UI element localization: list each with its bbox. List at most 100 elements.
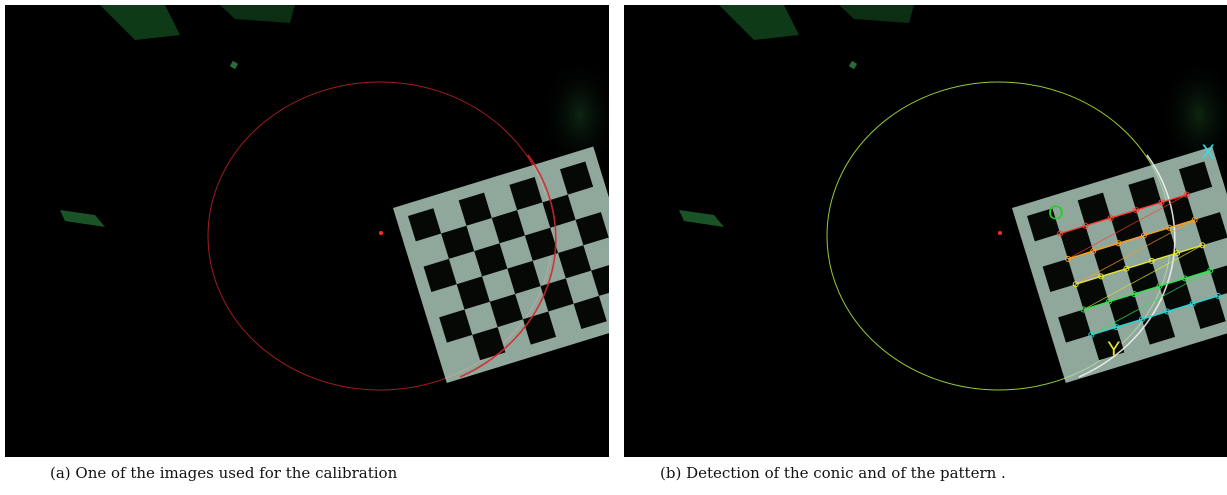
detected-corner [1107, 214, 1114, 221]
scene-right-glow [540, 55, 609, 175]
detected-corner [1090, 248, 1097, 255]
conic-center-point [379, 231, 383, 235]
checkerboard-square [1141, 311, 1176, 345]
checkerboard-square [575, 212, 609, 246]
scene-top-object-2 [839, 5, 914, 23]
checkerboard-square [408, 208, 442, 242]
conic-highlight [459, 154, 557, 378]
scene-top-object [719, 5, 799, 40]
detected-corner [1183, 191, 1190, 198]
checkerboard-square [472, 327, 506, 361]
checkerboard-square [458, 192, 492, 226]
checkerboard-square [423, 258, 457, 293]
detected-corner [1199, 242, 1206, 249]
detected-corner [1057, 230, 1064, 237]
detected-row-line [1067, 219, 1195, 260]
detected-corner [1082, 222, 1089, 229]
checkerboard-square [474, 243, 508, 277]
checkerboard-square [491, 210, 525, 244]
origin-label: O [1048, 203, 1064, 225]
detected-corner [1072, 281, 1079, 288]
detected-corner [1133, 207, 1140, 214]
detected-corner [1138, 316, 1145, 323]
detected-corner [1214, 292, 1221, 299]
checkerboard-square [522, 311, 557, 345]
image-panel-b: O X Y [624, 5, 1227, 457]
checkerboard-square [558, 245, 592, 279]
checkerboard-square [1143, 227, 1178, 261]
detected-corner [1088, 331, 1095, 338]
checkerboard-square [1093, 243, 1127, 277]
detected-corner [1140, 232, 1147, 239]
detected-corner [1080, 306, 1087, 313]
scene-left-object [60, 210, 105, 227]
checkerboard-square [1027, 208, 1061, 242]
detected-corner [1131, 290, 1138, 297]
detected-corner [1113, 324, 1120, 331]
y-axis-label: Y [1107, 338, 1120, 360]
caption-a: (a) One of the images used for the calib… [50, 464, 398, 482]
calibration-image-a [5, 5, 609, 457]
detected-corner [1191, 216, 1198, 223]
checkerboard-square [1060, 225, 1094, 259]
detected-row-link [1075, 219, 1195, 285]
scene-small-object [229, 60, 239, 70]
checkerboard-square [1108, 293, 1142, 328]
scene-small-object [848, 60, 858, 70]
detected-corner [1181, 275, 1188, 282]
detected-row-line [1083, 269, 1211, 311]
scene-top-object [100, 5, 180, 40]
checkerboard-square [1091, 327, 1125, 361]
detected-corner [1064, 255, 1071, 262]
checkerboard-square [456, 276, 490, 310]
checkerboard-square [1210, 265, 1227, 296]
checkerboard-square [507, 260, 541, 294]
conic-arc-over-board [1078, 154, 1176, 378]
detected-corner [1164, 308, 1171, 315]
scene-right-glow [1159, 55, 1227, 175]
checkerboard-square [573, 295, 607, 330]
image-panel-a [5, 5, 609, 457]
detected-row-link [1091, 270, 1211, 336]
checkerboard-square [1159, 278, 1193, 312]
checkerboard-square [1077, 192, 1111, 226]
detected-row-line [1059, 193, 1188, 235]
detected-corner [1148, 257, 1155, 264]
detected-corner [1123, 265, 1130, 272]
checkerboard-square [1075, 276, 1109, 310]
detection-image-b: O X Y [624, 5, 1227, 457]
checkerboard-square [1177, 245, 1211, 279]
checkerboard-square [1194, 212, 1227, 246]
scene-left-object [679, 210, 724, 227]
scene-top-object-2 [220, 5, 295, 23]
checkerboard-square [540, 278, 574, 312]
conic-arc-over-board [459, 154, 557, 378]
detected-row-link [1083, 244, 1203, 310]
checkerboard-square [560, 161, 594, 195]
detected-corner [1098, 273, 1105, 280]
conic-center-point [998, 231, 1002, 235]
checkerboard-square [591, 265, 609, 296]
x-axis-label: X [1201, 141, 1214, 163]
detected-corner [1166, 224, 1173, 231]
detected-corner [1189, 300, 1196, 307]
detected-row-line [1075, 244, 1203, 285]
checkerboard-square [1179, 161, 1213, 195]
caption-b: (b) Detection of the conic and of the pa… [660, 464, 1006, 482]
detected-pattern-lines [1057, 191, 1221, 338]
checkerboard-square [489, 293, 523, 328]
checkerboard-square [1128, 177, 1162, 211]
checkerboard-square [1058, 309, 1092, 343]
detected-corner [1207, 267, 1214, 274]
detected-corner [1115, 240, 1122, 247]
detected-row-link [1067, 194, 1187, 260]
checkerboard [393, 146, 609, 384]
detected-corner [1105, 298, 1112, 305]
detected-corner [1158, 199, 1165, 206]
checkerboard-square [439, 309, 473, 343]
checkerboard-square [1042, 258, 1076, 293]
conic-highlight [1078, 154, 1176, 378]
checkerboard-square [441, 225, 475, 259]
detected-row-line [1091, 295, 1219, 336]
checkerboard-square [1192, 295, 1226, 330]
